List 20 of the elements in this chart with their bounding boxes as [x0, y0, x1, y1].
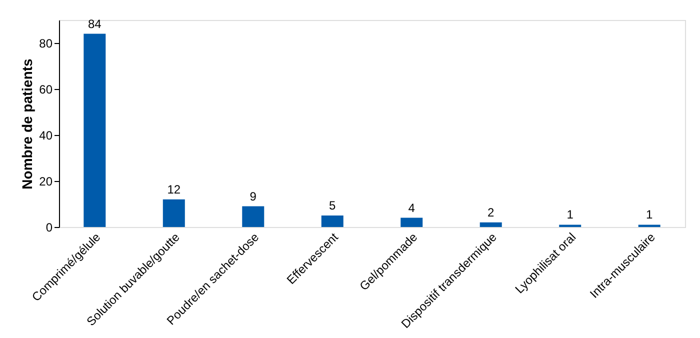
- bar: [321, 216, 344, 227]
- bar: [242, 206, 264, 227]
- data-label: 2: [488, 205, 495, 220]
- data-label: 1: [646, 208, 653, 222]
- bar: [162, 199, 185, 227]
- y-tick-label: 60: [39, 82, 53, 96]
- y-tick-label: 40: [39, 128, 53, 142]
- data-label: 84: [88, 16, 102, 31]
- y-tick-label: 0: [46, 220, 53, 234]
- bar: [84, 34, 106, 227]
- bar: [400, 218, 423, 227]
- y-tick-label: 20: [39, 174, 53, 188]
- data-label: 5: [329, 198, 336, 212]
- data-label: 9: [250, 189, 257, 204]
- bar: [480, 222, 502, 227]
- y-axis-title: Nombre de patients: [19, 58, 36, 190]
- y-tick-label: 80: [39, 36, 53, 50]
- data-label: 4: [408, 200, 416, 215]
- data-label: 1: [566, 208, 574, 222]
- data-label: 12: [167, 182, 181, 196]
